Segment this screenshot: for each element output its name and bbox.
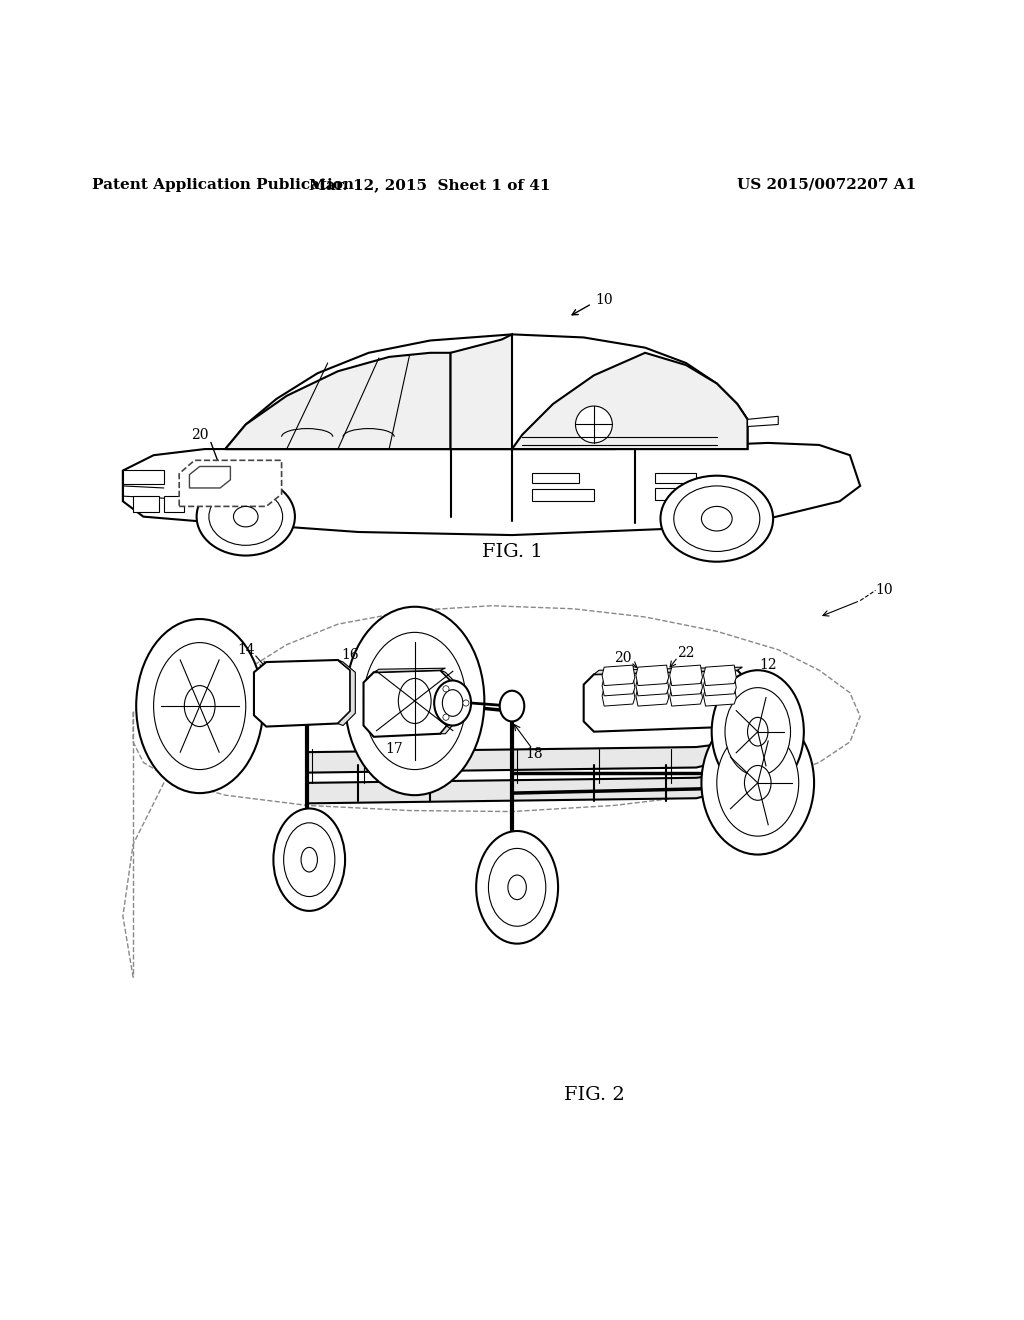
Text: 10: 10 — [595, 293, 613, 306]
Polygon shape — [703, 685, 736, 706]
Ellipse shape — [301, 847, 317, 873]
Polygon shape — [225, 352, 451, 449]
Polygon shape — [636, 685, 669, 706]
Polygon shape — [179, 461, 282, 507]
Ellipse shape — [701, 711, 814, 854]
Text: 16: 16 — [341, 648, 359, 661]
Bar — [123, 470, 164, 484]
Text: Mar. 12, 2015  Sheet 1 of 41: Mar. 12, 2015 Sheet 1 of 41 — [309, 178, 551, 191]
Text: 17: 17 — [385, 742, 403, 756]
Bar — [532, 473, 579, 483]
Text: 12: 12 — [760, 659, 777, 672]
Ellipse shape — [500, 690, 524, 722]
Ellipse shape — [442, 689, 463, 717]
Bar — [655, 473, 696, 483]
Text: 14: 14 — [237, 643, 255, 657]
Polygon shape — [636, 665, 669, 685]
Ellipse shape — [744, 766, 771, 800]
Ellipse shape — [364, 632, 466, 770]
Text: 18: 18 — [525, 747, 544, 762]
Bar — [655, 488, 707, 500]
Polygon shape — [254, 660, 350, 726]
Polygon shape — [338, 660, 355, 726]
Text: 22: 22 — [677, 645, 695, 660]
Ellipse shape — [674, 486, 760, 552]
Polygon shape — [512, 352, 748, 449]
Ellipse shape — [295, 698, 319, 723]
Ellipse shape — [273, 808, 345, 911]
Polygon shape — [594, 667, 742, 675]
Ellipse shape — [717, 730, 799, 836]
Circle shape — [575, 407, 612, 444]
Ellipse shape — [508, 875, 526, 900]
Bar — [164, 496, 184, 512]
Text: FIG. 2: FIG. 2 — [563, 1086, 625, 1105]
Ellipse shape — [233, 507, 258, 527]
Ellipse shape — [434, 681, 471, 726]
Polygon shape — [451, 334, 512, 449]
Polygon shape — [748, 416, 778, 426]
Ellipse shape — [398, 678, 431, 723]
Bar — [532, 488, 594, 502]
Circle shape — [442, 714, 449, 721]
Polygon shape — [189, 466, 230, 488]
Ellipse shape — [136, 619, 263, 793]
Ellipse shape — [154, 643, 246, 770]
Polygon shape — [307, 772, 737, 804]
Polygon shape — [703, 665, 736, 685]
Polygon shape — [225, 334, 748, 449]
Polygon shape — [670, 676, 702, 696]
Ellipse shape — [660, 475, 773, 562]
Ellipse shape — [488, 849, 546, 927]
Bar — [133, 496, 159, 512]
Polygon shape — [602, 676, 635, 696]
Polygon shape — [440, 671, 456, 734]
Ellipse shape — [209, 488, 283, 545]
Ellipse shape — [701, 507, 732, 531]
Polygon shape — [374, 668, 445, 672]
Polygon shape — [670, 685, 702, 706]
Ellipse shape — [284, 822, 335, 896]
Circle shape — [463, 700, 469, 706]
Text: 20: 20 — [190, 428, 209, 442]
Text: 20: 20 — [613, 651, 632, 665]
Polygon shape — [670, 665, 702, 685]
Polygon shape — [703, 676, 736, 696]
Text: Patent Application Publication: Patent Application Publication — [92, 178, 354, 191]
Polygon shape — [602, 665, 635, 685]
Ellipse shape — [712, 671, 804, 793]
Polygon shape — [636, 676, 669, 696]
Ellipse shape — [476, 832, 558, 944]
Ellipse shape — [295, 832, 319, 857]
Polygon shape — [123, 444, 860, 535]
Ellipse shape — [345, 607, 484, 795]
Circle shape — [442, 686, 449, 692]
Ellipse shape — [748, 717, 768, 746]
Text: US 2015/0072207 A1: US 2015/0072207 A1 — [737, 178, 916, 191]
Polygon shape — [364, 671, 451, 737]
Polygon shape — [602, 685, 635, 706]
Polygon shape — [307, 742, 737, 772]
Ellipse shape — [197, 478, 295, 556]
Ellipse shape — [184, 685, 215, 726]
Text: FIG. 1: FIG. 1 — [481, 544, 543, 561]
Text: 10: 10 — [876, 583, 893, 598]
Ellipse shape — [725, 688, 791, 776]
Polygon shape — [584, 671, 748, 731]
